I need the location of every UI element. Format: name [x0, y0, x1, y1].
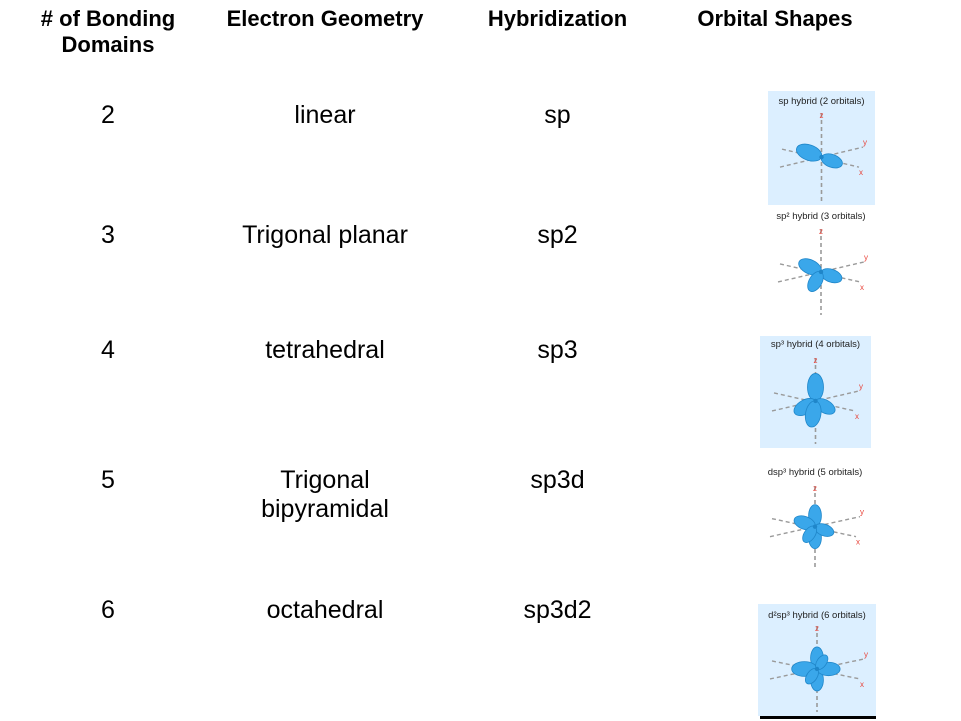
- header-bonding-domains: # of Bonding Domains: [40, 6, 176, 57]
- d2sp3-orbital-diagram: z y x: [769, 624, 868, 712]
- y-axis: [769, 515, 861, 538]
- y-axis-label: y: [860, 508, 864, 517]
- sp2-orbital-diagram: z y x: [777, 227, 868, 315]
- x-axis-label: x: [856, 538, 860, 547]
- header-orbital-shapes: Orbital Shapes: [697, 6, 853, 31]
- orbital-lobe-1: [807, 373, 824, 402]
- z-axis-label: z: [814, 356, 818, 365]
- x-axis: [781, 148, 860, 168]
- orbital-panel-d2sp3: d²sp³ hybrid (6 orbitals) z y x: [758, 604, 876, 716]
- z-axis-label: z: [813, 484, 817, 493]
- header-electron-geometry: Electron Geometry: [226, 6, 424, 31]
- orbital-lobes: [798, 258, 843, 292]
- orbital-lobe-1: [796, 143, 823, 162]
- orbital-caption: d²sp³ hybrid (6 orbitals): [768, 610, 866, 621]
- orbital-panel-dsp3: dsp³ hybrid (5 orbitals) z y x: [758, 464, 872, 572]
- row-5-geometry: octahedral: [266, 596, 384, 624]
- nucleus: [814, 666, 820, 672]
- orbital-lobes: [791, 646, 841, 692]
- nucleus: [818, 269, 824, 275]
- orbital-panel-sp2: sp² hybrid (3 orbitals) z y x: [766, 207, 876, 319]
- x-axis-label: x: [859, 168, 863, 177]
- row-1-domains: 2: [101, 101, 115, 129]
- orbital-panel-sp3: sp³ hybrid (4 orbitals) z y x: [760, 336, 871, 448]
- sp3-orbital-diagram: z y x: [771, 356, 863, 444]
- row-2-geometry: Trigonal planar: [242, 221, 408, 249]
- row-2-domains: 3: [101, 221, 115, 249]
- row-1-hybridization: sp: [544, 101, 571, 129]
- orbital-lobes: [793, 504, 835, 550]
- row-3-geometry: tetrahedral: [265, 336, 385, 364]
- sp-orbital-diagram: z y x: [779, 111, 867, 201]
- row-4-domains: 5: [101, 466, 115, 494]
- orbital-caption: sp hybrid (2 orbitals): [778, 96, 865, 107]
- x-axis-label: x: [860, 283, 864, 292]
- nucleus: [812, 524, 818, 529]
- z-axis-label: z: [819, 227, 823, 236]
- orbital-lobe-2: [820, 153, 843, 169]
- nucleus: [813, 398, 818, 404]
- y-axis-label: y: [864, 650, 868, 659]
- x-axis-label: x: [860, 680, 864, 689]
- row-1-geometry: linear: [294, 101, 356, 129]
- orbital-lobes: [796, 143, 843, 169]
- header-hybridization: Hybridization: [487, 6, 628, 31]
- row-4-geometry: Trigonal bipyramidal: [261, 466, 389, 523]
- y-axis-label: y: [859, 382, 863, 391]
- row-4-hybridization: sp3d: [530, 466, 585, 494]
- orbital-caption: sp² hybrid (3 orbitals): [776, 211, 866, 222]
- x-axis-label: x: [855, 412, 859, 421]
- y-axis-label: y: [863, 138, 867, 147]
- orbital-caption: dsp³ hybrid (5 orbitals): [767, 467, 863, 478]
- row-3-domains: 4: [101, 336, 115, 364]
- z-axis-label: z: [820, 111, 824, 120]
- row-2-hybridization: sp2: [537, 221, 578, 249]
- orbital-panel-sp: sp hybrid (2 orbitals) z y x: [768, 91, 875, 205]
- nucleus: [819, 154, 824, 160]
- orbital-caption: sp³ hybrid (4 orbitals): [770, 339, 861, 350]
- row-3-hybridization: sp3: [537, 336, 578, 364]
- orbital-lobes: [793, 373, 836, 428]
- table-bottom-rule: [760, 716, 876, 719]
- row-5-domains: 6: [101, 596, 115, 624]
- y-axis: [769, 658, 865, 680]
- y-axis-label: y: [864, 253, 868, 262]
- dsp3-orbital-diagram: z y x: [769, 484, 864, 568]
- z-axis-label: z: [815, 624, 819, 633]
- row-5-hybridization: sp3d2: [523, 596, 592, 624]
